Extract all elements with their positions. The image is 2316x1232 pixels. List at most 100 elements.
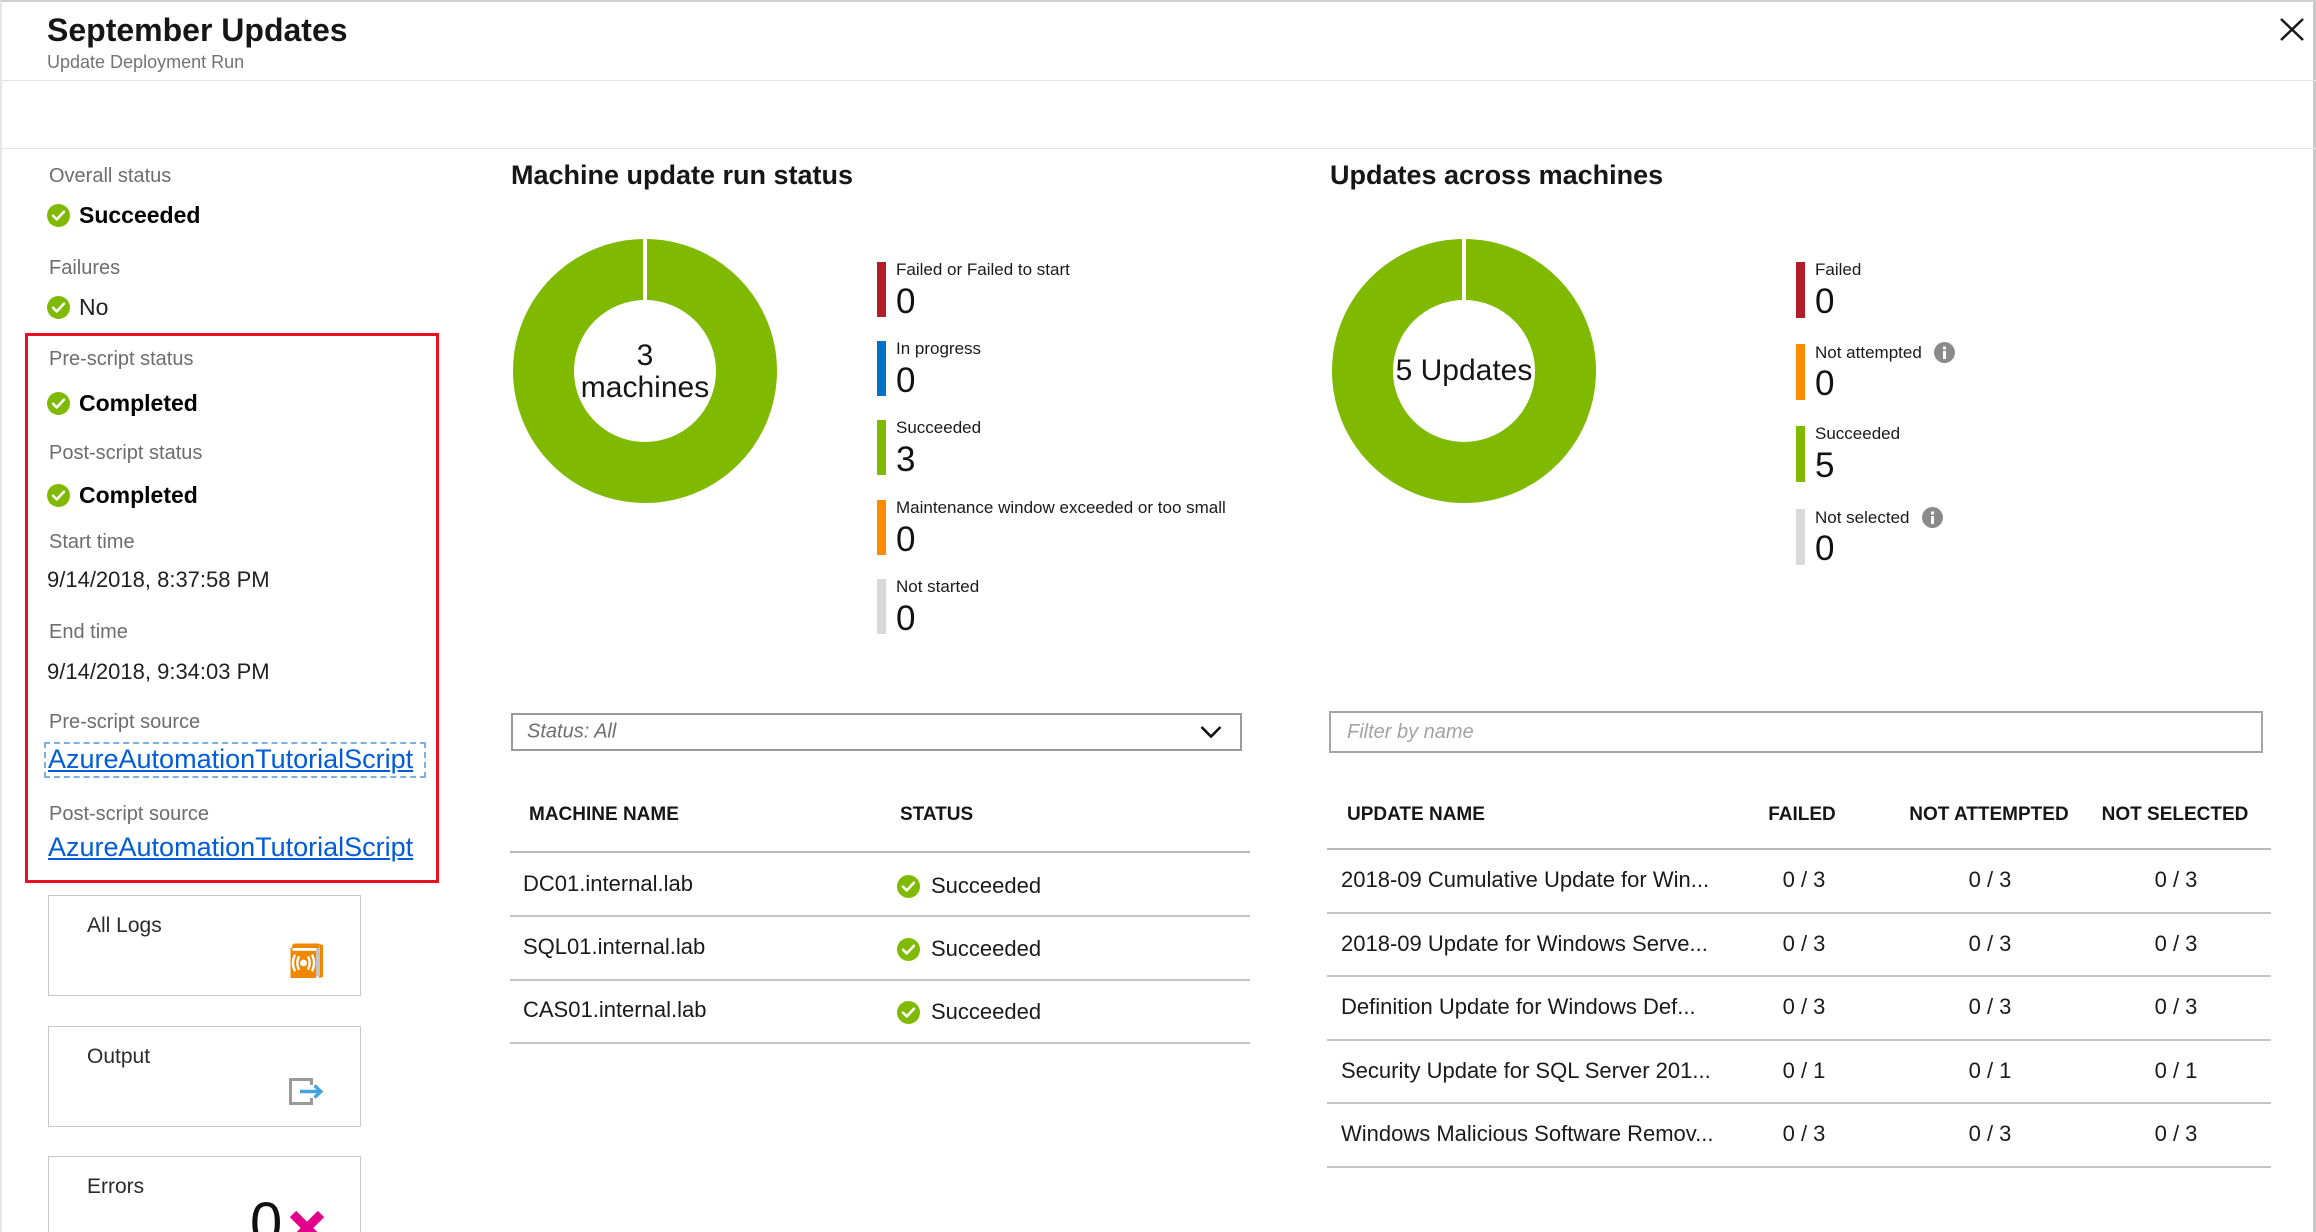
table-line xyxy=(1327,912,2271,914)
machine-name-cell: DC01.internal.lab xyxy=(523,871,693,896)
not-attempted-header[interactable]: NOT ATTEMPTED xyxy=(1909,804,2069,825)
legend-value: 0 xyxy=(896,520,916,559)
success-check-icon xyxy=(897,937,920,961)
success-check-icon xyxy=(897,1000,920,1024)
updates-chart-title: Updates across machines xyxy=(1330,160,1664,190)
not-selected-header[interactable]: NOT SELECTED xyxy=(2101,804,2249,825)
legend-color-bar xyxy=(877,579,886,634)
table-line xyxy=(510,1042,1250,1044)
post-script-source-link[interactable]: AzureAutomationTutorialScript xyxy=(48,832,414,862)
overall-status-label: Overall status xyxy=(49,165,172,187)
machine-name-cell: SQL01.internal.lab xyxy=(523,934,706,959)
not-attempted-cell: 0 / 3 xyxy=(1968,1121,2012,1146)
legend-value: 0 xyxy=(896,599,916,638)
legend-label: Failed or Failed to start xyxy=(896,260,1070,279)
pre-script-source-link[interactable]: AzureAutomationTutorialScript xyxy=(48,744,414,774)
toolbar-divider xyxy=(2,148,2316,149)
not-attempted-cell: 0 / 3 xyxy=(1968,931,2012,956)
chevron-down-icon xyxy=(1200,726,1222,739)
table-line xyxy=(1327,1102,2271,1104)
legend-label: Not selected xyxy=(1815,507,1943,528)
close-button[interactable] xyxy=(2274,12,2316,56)
post-script-status-label: Post-script status xyxy=(49,442,203,464)
close-icon xyxy=(2280,18,2304,41)
name-filter-input[interactable] xyxy=(1329,711,2263,753)
legend-value: 0 xyxy=(896,282,916,321)
update-name-cell: Windows Malicious Software Remov... xyxy=(1341,1121,1714,1146)
legend-color-bar xyxy=(877,420,886,475)
errors-tile[interactable]: Errors 0 xyxy=(48,1156,361,1232)
machine-name-cell: CAS01.internal.lab xyxy=(523,997,707,1022)
failed-cell: 0 / 3 xyxy=(1782,994,1826,1019)
errors-x-icon xyxy=(289,1210,325,1232)
not-attempted-cell: 0 / 1 xyxy=(1968,1058,2012,1083)
updates-donut-center: 5 Updates xyxy=(1395,354,1533,387)
update-name-header[interactable]: UPDATE NAME xyxy=(1347,804,1485,825)
legend-label: In progress xyxy=(896,339,982,358)
page-title: September Updates xyxy=(47,12,348,48)
legend-color-bar xyxy=(877,341,886,396)
legend-value: 0 xyxy=(1815,282,1835,321)
not-selected-cell: 0 / 1 xyxy=(2154,1058,2198,1083)
success-check-icon xyxy=(47,295,70,319)
output-export-icon xyxy=(289,1078,324,1105)
pre-script-status-label: Pre-script status xyxy=(49,348,194,370)
success-check-icon xyxy=(47,483,70,507)
not-attempted-cell: 0 / 3 xyxy=(1968,994,2012,1019)
post-script-source-label: Post-script source xyxy=(49,803,210,825)
legend-color-bar xyxy=(877,500,886,555)
not-selected-cell: 0 / 3 xyxy=(2154,1121,2198,1146)
legend-color-bar xyxy=(1796,344,1805,400)
machine-status-cell: Succeeded xyxy=(897,999,1041,1025)
pre-script-status-value: Completed xyxy=(47,390,198,416)
table-line xyxy=(1327,848,2271,850)
legend-color-bar xyxy=(1796,426,1805,482)
legend-label: Succeeded xyxy=(896,418,982,437)
legend-color-bar xyxy=(1796,262,1805,318)
failed-cell: 0 / 3 xyxy=(1782,867,1826,892)
success-check-icon xyxy=(47,203,70,227)
table-line xyxy=(1327,975,2271,977)
legend-label: Maintenance window exceeded or too small xyxy=(896,498,1226,517)
machine-status-cell: Succeeded xyxy=(897,936,1041,962)
not-selected-cell: 0 / 3 xyxy=(2154,931,2198,956)
status-filter-value: Status: All xyxy=(527,720,617,743)
errors-label: Errors xyxy=(87,1175,145,1198)
failed-cell: 0 / 1 xyxy=(1782,1058,1826,1083)
not-selected-cell: 0 / 3 xyxy=(2154,994,2198,1019)
success-check-icon xyxy=(897,874,920,898)
output-label: Output xyxy=(87,1045,151,1068)
all-logs-label: All Logs xyxy=(87,914,162,937)
output-tile[interactable]: Output xyxy=(48,1026,361,1127)
status-header[interactable]: STATUS xyxy=(900,804,974,825)
success-check-icon xyxy=(47,391,70,415)
legend-color-bar xyxy=(877,262,886,317)
failed-header[interactable]: FAILED xyxy=(1768,804,1836,825)
not-selected-cell: 0 / 3 xyxy=(2154,867,2198,892)
legend-label: Not started xyxy=(896,577,980,596)
errors-count: 0 xyxy=(250,1191,282,1232)
post-script-status-value: Completed xyxy=(47,482,198,508)
end-time-label: End time xyxy=(49,621,128,643)
legend-value: 5 xyxy=(1815,446,1835,485)
update-name-cell: 2018-09 Cumulative Update for Win... xyxy=(1341,867,1710,892)
not-attempted-cell: 0 / 3 xyxy=(1968,867,2012,892)
header-divider xyxy=(2,80,2316,81)
update-name-cell: Security Update for SQL Server 201... xyxy=(1341,1058,1711,1083)
status-filter-dropdown[interactable]: Status: All xyxy=(511,713,1242,751)
machines-donut-chart xyxy=(513,239,777,503)
machine-name-header[interactable]: MACHINE NAME xyxy=(529,804,679,825)
failures-label: Failures xyxy=(49,257,121,279)
info-icon[interactable] xyxy=(1921,507,1943,528)
legend-label: Not attempted xyxy=(1815,342,1955,363)
legend-label: Succeeded xyxy=(1815,424,1901,443)
table-line xyxy=(510,851,1250,853)
all-logs-tile[interactable]: All Logs xyxy=(48,895,361,996)
legend-color-bar xyxy=(1796,509,1805,565)
link-focus-outline xyxy=(44,742,426,778)
info-icon[interactable] xyxy=(1933,342,1955,363)
annotation-highlight-box xyxy=(25,333,439,883)
machine-chart-title: Machine update run status xyxy=(511,160,854,190)
overall-status-value: Succeeded xyxy=(47,202,200,228)
end-time-value: 9/14/2018, 9:34:03 PM xyxy=(47,659,270,684)
